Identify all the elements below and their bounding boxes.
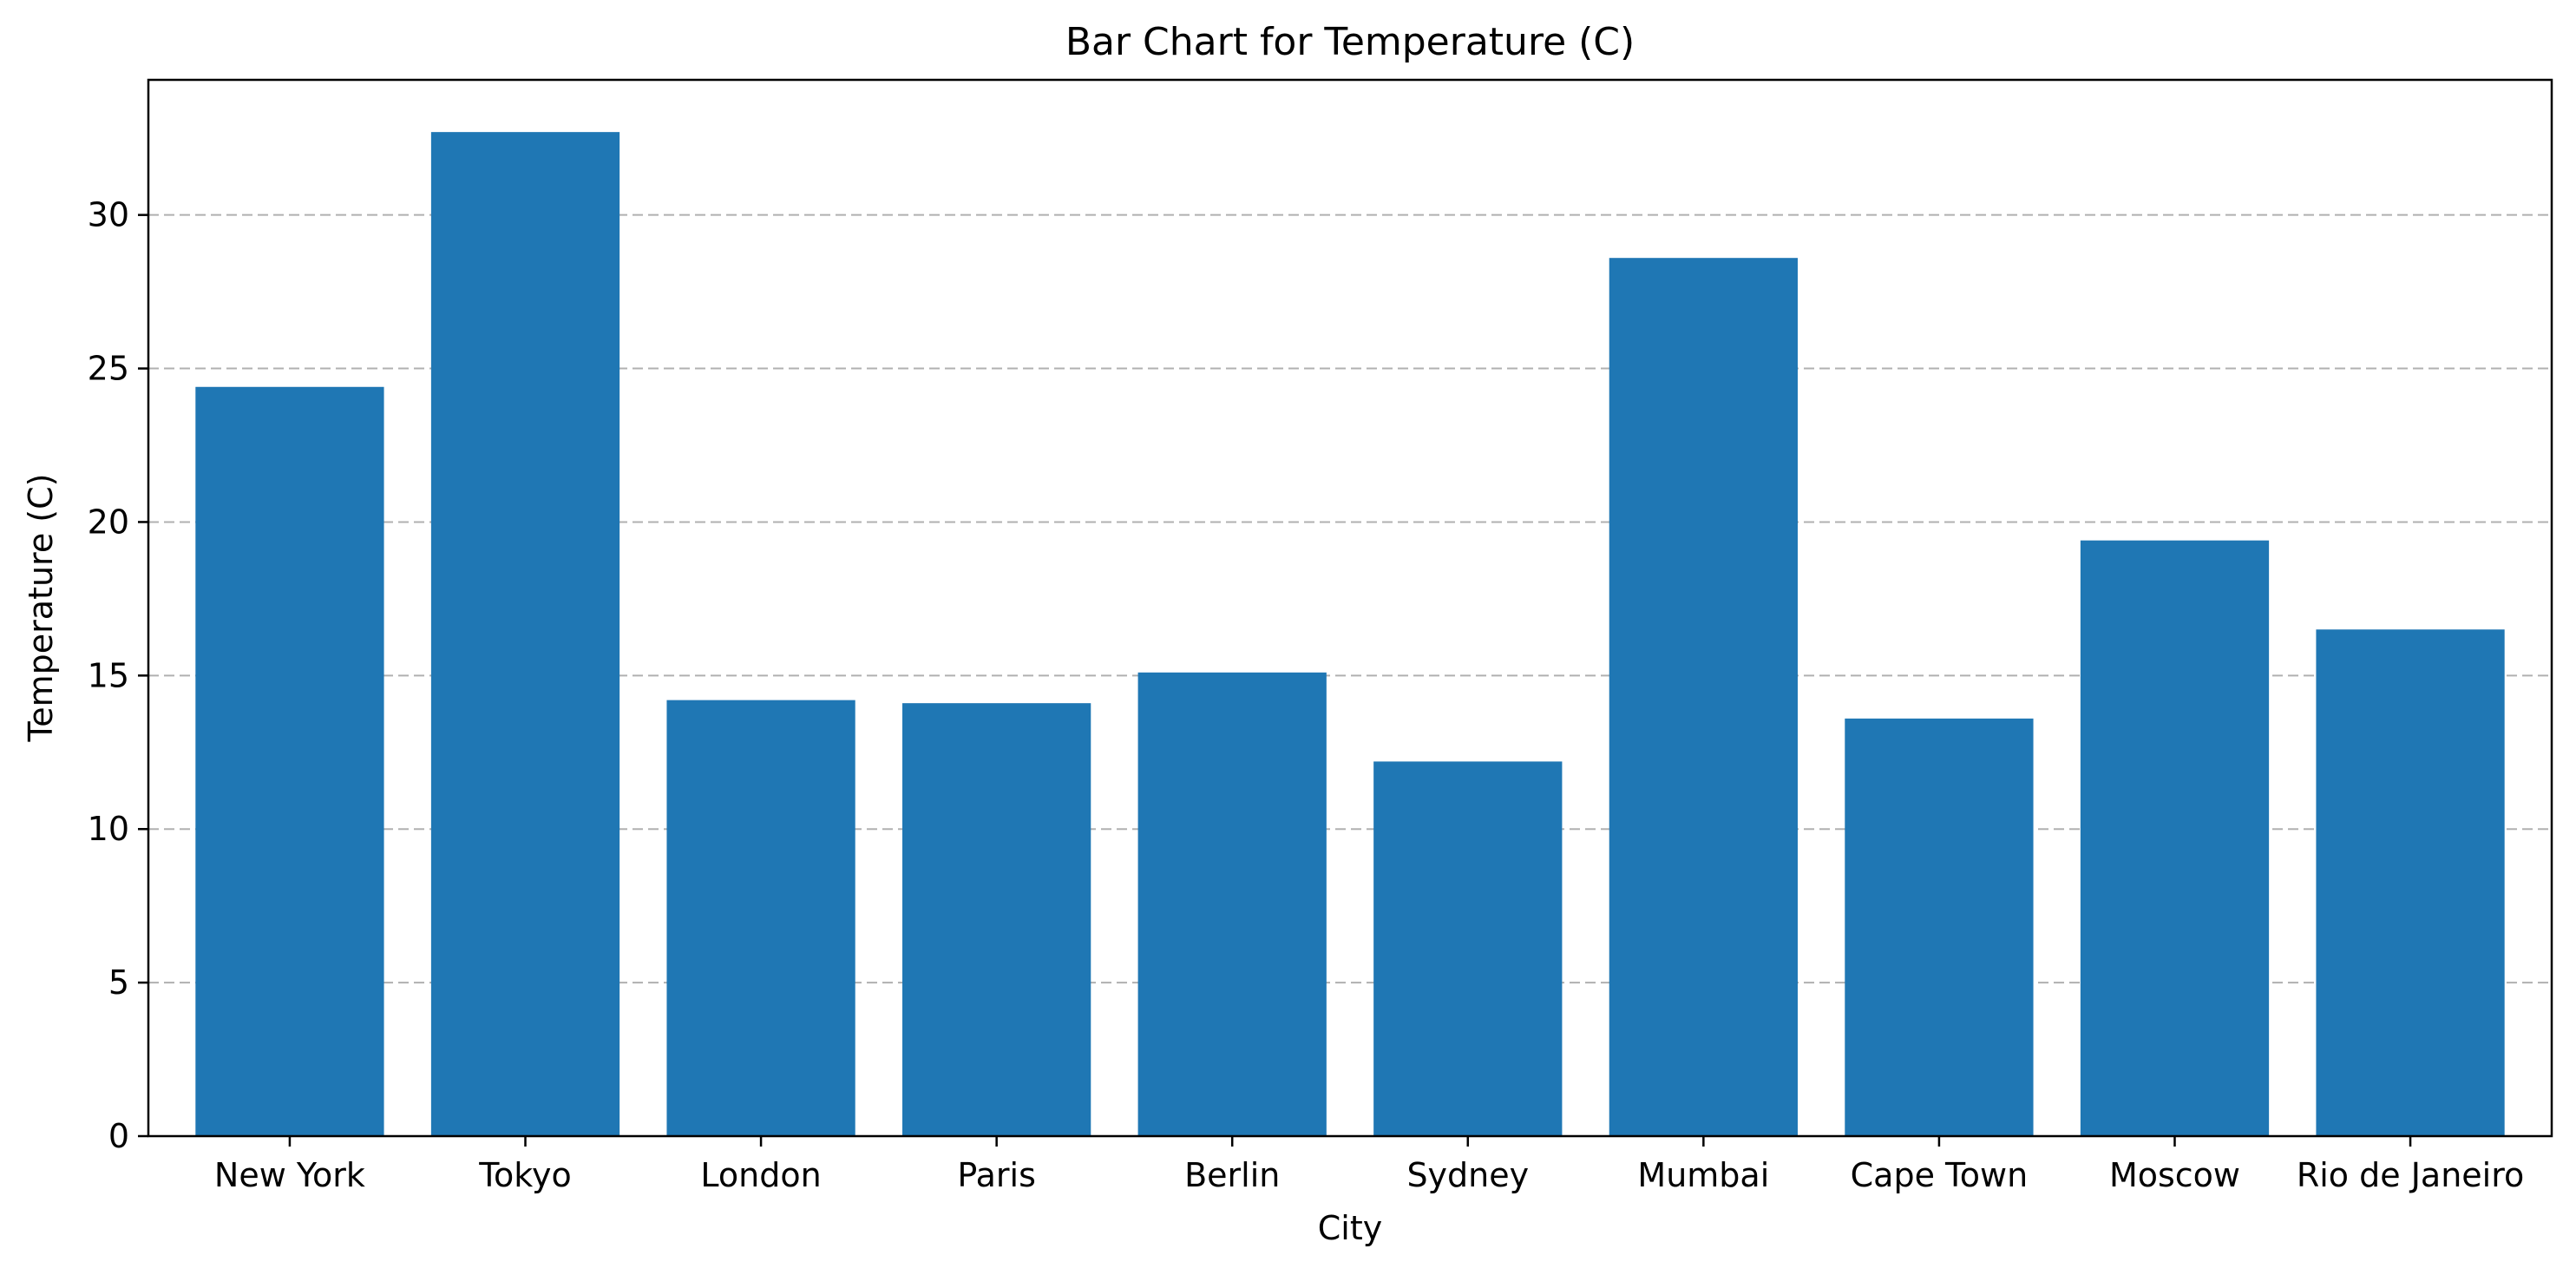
x-tick-label: New York bbox=[214, 1156, 365, 1194]
y-tick-label: 30 bbox=[88, 196, 129, 234]
x-tick-label: Berlin bbox=[1184, 1156, 1280, 1194]
bar bbox=[195, 386, 384, 1137]
bar bbox=[1373, 761, 1563, 1136]
y-tick-label: 5 bbox=[108, 963, 129, 1002]
y-axis-label: Temperature (C) bbox=[22, 474, 60, 743]
chart-title: Bar Chart for Temperature (C) bbox=[1065, 20, 1635, 64]
y-tick-label: 25 bbox=[88, 350, 129, 388]
plot-frame bbox=[147, 78, 2553, 1138]
bar bbox=[1845, 718, 2034, 1136]
bar bbox=[666, 700, 855, 1136]
x-tick-label: Paris bbox=[957, 1156, 1035, 1194]
x-tick-label: Mumbai bbox=[1637, 1156, 1769, 1194]
bar bbox=[1137, 672, 1327, 1136]
x-tick-label: Rio de Janeiro bbox=[2297, 1156, 2524, 1194]
y-tick-label: 15 bbox=[88, 656, 129, 694]
bar bbox=[430, 132, 620, 1136]
y-tick-label: 0 bbox=[108, 1117, 129, 1155]
bar bbox=[1609, 258, 1798, 1136]
x-axis-label: City bbox=[1318, 1209, 1382, 1247]
x-tick-label: Moscow bbox=[2109, 1156, 2240, 1194]
x-axis-ticks: New York Tokyo London Paris Berlin Sydney Mumb… bbox=[214, 1136, 2524, 1194]
y-tick-label: 20 bbox=[88, 503, 129, 541]
x-tick-label: Cape Town bbox=[1851, 1156, 2029, 1194]
x-tick-label: London bbox=[700, 1156, 821, 1194]
x-tick-label: Sydney bbox=[1406, 1156, 1529, 1194]
y-axis-ticks: 0 5 10 15 20 25 30 bbox=[88, 196, 148, 1155]
bar bbox=[902, 703, 1091, 1136]
bar bbox=[2316, 629, 2505, 1136]
bars bbox=[195, 132, 2505, 1137]
y-tick-label: 10 bbox=[88, 810, 129, 848]
bar bbox=[2080, 540, 2270, 1136]
x-tick-label: Tokyo bbox=[478, 1156, 571, 1194]
